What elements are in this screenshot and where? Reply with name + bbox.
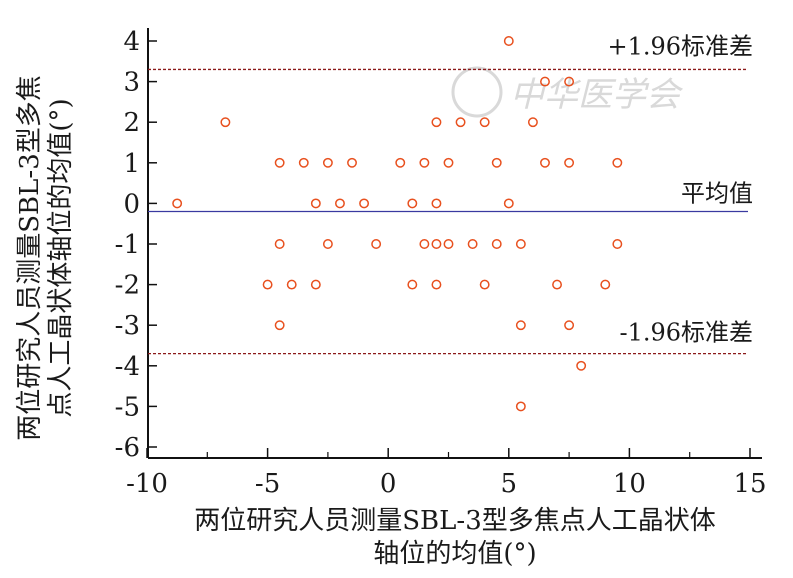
data-point xyxy=(491,239,502,249)
data-points xyxy=(172,36,623,412)
data-point xyxy=(431,279,442,290)
y-tick-label: 2 xyxy=(123,108,140,138)
y-tick-label: 0 xyxy=(123,189,140,219)
data-point xyxy=(540,157,550,168)
data-point xyxy=(274,157,285,168)
y-tick-label: 3 xyxy=(123,68,140,98)
data-point xyxy=(310,279,321,290)
data-point xyxy=(503,198,514,209)
data-point xyxy=(455,117,466,128)
x-axis-title-line2: 轴位的均值(°) xyxy=(373,539,536,569)
data-point xyxy=(443,157,454,168)
data-point xyxy=(172,198,183,209)
data-point xyxy=(407,279,418,290)
x-tick-label: 15 xyxy=(733,469,766,499)
data-point xyxy=(515,320,526,331)
data-point xyxy=(503,36,514,46)
data-point xyxy=(335,198,345,209)
upper_loa-label: +1.96标准差 xyxy=(607,32,753,60)
x-ticks: -10 -5 0 5 10 15 xyxy=(126,448,767,499)
watermark: 中华医学会 xyxy=(451,66,684,118)
data-point xyxy=(322,239,333,249)
data-point xyxy=(322,157,333,168)
data-point xyxy=(395,157,406,168)
data-point xyxy=(419,239,430,249)
lower_loa-label: -1.96标准差 xyxy=(619,319,753,347)
data-point xyxy=(407,198,418,209)
data-point xyxy=(491,157,502,168)
y-tick-label: -4 xyxy=(115,352,140,382)
data-point xyxy=(431,239,442,249)
x-tick-label: -10 xyxy=(126,469,168,499)
data-point xyxy=(431,117,442,128)
data-point xyxy=(371,239,382,249)
data-point xyxy=(612,157,623,168)
data-point xyxy=(347,157,357,168)
data-point xyxy=(515,401,526,412)
data-point xyxy=(479,117,490,128)
data-point xyxy=(274,239,285,249)
data-point xyxy=(576,360,587,371)
y-axis-title-line1: 两位研究人员测量SBL-3型多焦 xyxy=(15,75,45,441)
data-point xyxy=(274,320,285,331)
axis-titles: 两位研究人员测量SBL-3型多焦点人工晶状体 轴位的均值(°) 两位研究人员测量… xyxy=(15,75,716,569)
x-tick-label: 5 xyxy=(501,469,518,499)
data-point xyxy=(419,157,430,168)
y-tick-label: -1 xyxy=(115,230,140,260)
y-tick-label: 1 xyxy=(123,149,140,179)
data-point xyxy=(431,198,442,209)
data-point xyxy=(286,279,297,290)
data-point xyxy=(527,117,538,128)
y-tick-label: -5 xyxy=(115,392,140,422)
data-point xyxy=(310,198,321,209)
data-point xyxy=(298,157,309,168)
data-point xyxy=(443,239,454,249)
y-axis-title-line2: 点人工晶状体轴位的均值(°) xyxy=(46,98,76,417)
x-tick-label: 10 xyxy=(613,469,646,499)
data-point xyxy=(564,157,575,168)
y-tick-label: -2 xyxy=(115,271,140,301)
data-point xyxy=(564,320,575,331)
data-point xyxy=(600,279,611,290)
y-tick-label: -6 xyxy=(115,433,140,463)
x-tick-label: -5 xyxy=(255,469,280,499)
x-tick-label: 0 xyxy=(380,469,397,499)
data-point xyxy=(359,198,370,209)
data-point xyxy=(479,279,490,290)
watermark-seal-icon xyxy=(451,66,503,118)
watermark-text: 中华医学会 xyxy=(510,75,684,115)
y-tick-label: 4 xyxy=(123,27,140,57)
data-point xyxy=(540,76,550,87)
data-point xyxy=(552,279,562,290)
data-point xyxy=(262,279,273,290)
axes xyxy=(147,28,762,459)
data-point xyxy=(612,239,623,249)
mean-label: 平均值 xyxy=(681,180,753,208)
data-point xyxy=(467,239,478,249)
data-point xyxy=(515,239,526,249)
y-ticks: 4 3 2 1 0 -1 -2 -3 -4 -5 -6 xyxy=(115,27,157,463)
data-point xyxy=(220,117,231,128)
y-tick-label: -3 xyxy=(115,311,140,341)
x-axis-title-line1: 两位研究人员测量SBL-3型多焦点人工晶状体 xyxy=(194,506,716,536)
data-point xyxy=(564,76,575,87)
